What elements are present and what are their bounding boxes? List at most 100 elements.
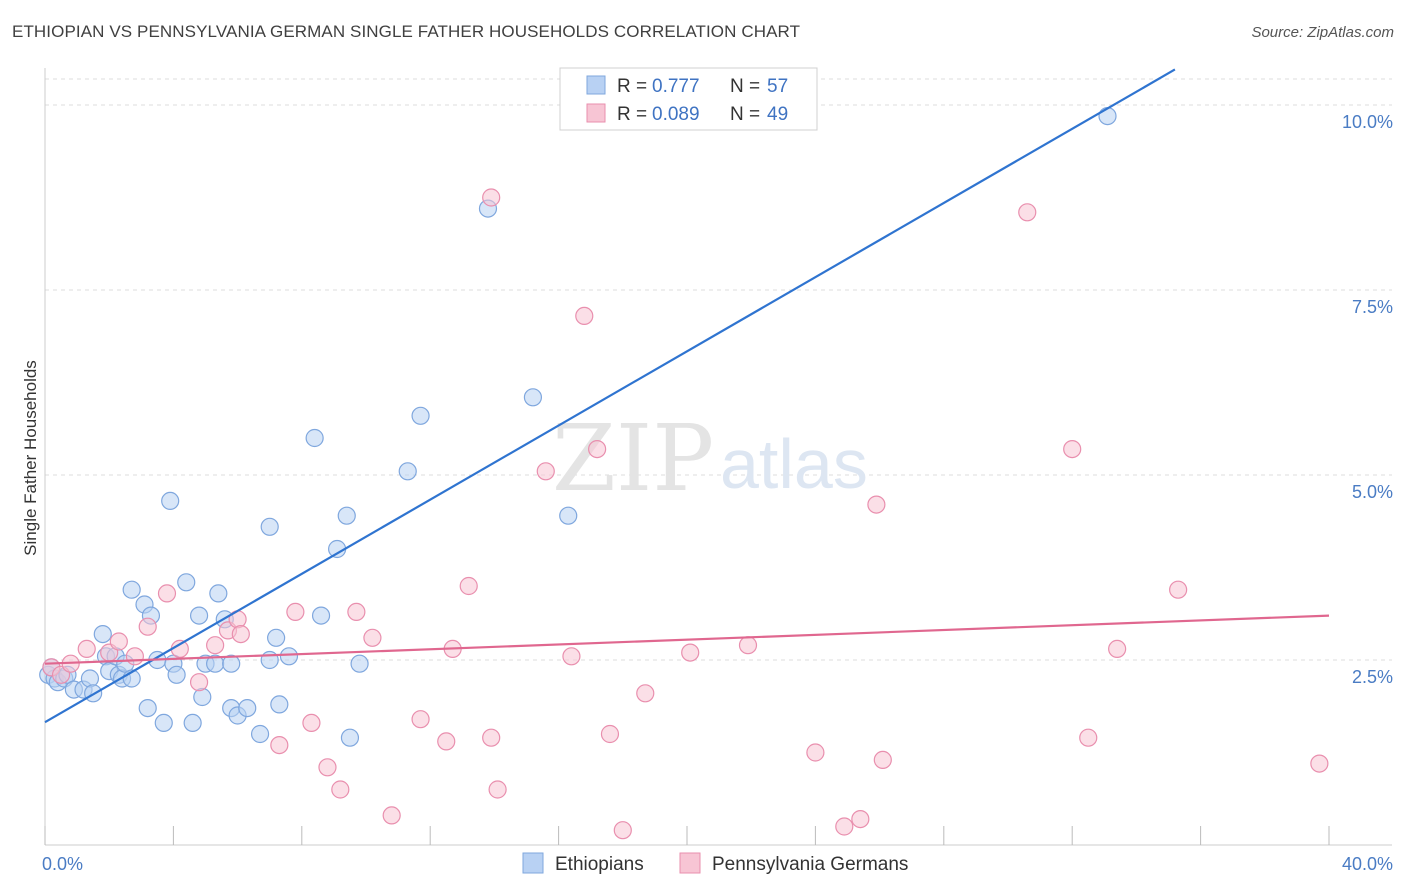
point-ethiopians-26 (177, 573, 196, 592)
point-ethiopians-53 (523, 388, 543, 407)
legend-swatch-ethiopians (522, 852, 544, 874)
point-pennsylvania-germans-45 (1063, 440, 1082, 459)
watermark: ZIP atlas (552, 405, 868, 512)
point-pennsylvania-germans-3 (77, 639, 96, 659)
stats-r-label-ethiopians: R = (617, 76, 647, 97)
point-ethiopians-50 (398, 462, 417, 481)
point-pennsylvania-germans-5 (109, 632, 128, 651)
point-pennsylvania-germans-31 (562, 647, 581, 666)
point-ethiopians-39 (260, 517, 279, 536)
point-ethiopians-19 (138, 698, 157, 718)
stats-n-value-pennsylvania-germans: 49 (767, 104, 788, 125)
point-pennsylvania-germans-32 (575, 306, 594, 325)
watermark-zip: ZIP (552, 405, 714, 512)
point-ethiopians-49 (350, 654, 369, 673)
legend: Ethiopians Pennsylvania Germans (522, 852, 908, 875)
point-ethiopians-23 (161, 491, 180, 510)
point-pennsylvania-germans-43 (873, 750, 892, 770)
trendline-ethiopians (44, 68, 1176, 724)
x-tick-label-1: 40.0% (1342, 854, 1393, 874)
point-pennsylvania-germans-47 (1108, 639, 1127, 659)
point-pennsylvania-germans-14 (231, 624, 250, 644)
watermark-atlas: atlas (720, 425, 868, 503)
point-pennsylvania-germans-17 (302, 713, 321, 733)
y-axis-label: Single Father Households (21, 360, 40, 556)
point-ethiopians-41 (270, 695, 289, 714)
point-pennsylvania-germans-37 (681, 643, 700, 662)
point-pennsylvania-germans-27 (482, 728, 501, 747)
point-pennsylvania-germans-26 (459, 576, 478, 596)
point-pennsylvania-germans-8 (157, 584, 177, 603)
point-ethiopians-55 (1098, 106, 1117, 126)
point-pennsylvania-germans-24 (437, 732, 456, 751)
point-ethiopians-7 (80, 669, 100, 688)
point-pennsylvania-germans-39 (806, 743, 825, 762)
point-pennsylvania-germans-33 (588, 440, 607, 459)
point-pennsylvania-germans-46 (1079, 728, 1098, 747)
point-pennsylvania-germans-48 (1169, 580, 1188, 599)
point-ethiopians-44 (305, 428, 324, 448)
legend-swatch-pennsylvania-germans (679, 852, 701, 874)
stats-swatch-pennsylvania-germans (586, 103, 606, 123)
point-ethiopians-34 (222, 654, 241, 673)
y-tick-label-1: 5.0% (1352, 482, 1393, 502)
point-pennsylvania-germans-21 (363, 628, 382, 647)
point-ethiopians-40 (267, 628, 286, 647)
point-pennsylvania-germans-6 (125, 647, 144, 666)
tick-label-layer: 2.5% 5.0% 7.5% 10.0% 0.0% 40.0% (42, 112, 1393, 874)
point-pennsylvania-germans-35 (613, 821, 632, 840)
stats-swatch-ethiopians (586, 75, 606, 95)
points-layer (39, 106, 1329, 840)
source-credit: Source: ZipAtlas.com (1251, 24, 1394, 41)
point-pennsylvania-germans-18 (318, 758, 337, 777)
point-ethiopians-25 (167, 665, 186, 684)
point-pennsylvania-germans-44 (1018, 203, 1037, 222)
point-pennsylvania-germans-38 (738, 636, 758, 655)
point-ethiopians-29 (193, 687, 212, 707)
point-pennsylvania-germans-30 (536, 462, 555, 481)
point-pennsylvania-germans-49 (1310, 754, 1329, 773)
point-ethiopians-32 (209, 584, 228, 603)
point-pennsylvania-germans-19 (331, 780, 350, 799)
stats-box: R = 0.777 N = 57 R = 0.089 N = 49 (559, 67, 818, 131)
stats-r-label-pennsylvania-germans: R = (617, 104, 647, 125)
point-ethiopians-37 (238, 698, 257, 718)
point-pennsylvania-germans-15 (270, 735, 289, 755)
point-ethiopians-48 (340, 728, 360, 747)
point-pennsylvania-germans-7 (138, 617, 157, 636)
stats-n-label-ethiopians: N = (730, 76, 760, 97)
grid-layer (45, 78, 1392, 661)
chart-title: ETHIOPIAN VS PENNSYLVANIA GERMAN SINGLE … (12, 22, 801, 41)
trend-layer (44, 68, 1330, 724)
point-ethiopians-22 (154, 713, 173, 733)
point-pennsylvania-germans-16 (286, 602, 305, 622)
point-pennsylvania-germans-36 (636, 684, 655, 703)
point-pennsylvania-germans-41 (851, 809, 870, 829)
point-ethiopians-28 (189, 606, 209, 625)
legend-label-pennsylvania-germans: Pennsylvania Germans (712, 854, 908, 875)
y-tick-label-2: 7.5% (1352, 297, 1393, 317)
point-ethiopians-47 (337, 506, 356, 525)
point-pennsylvania-germans-40 (835, 817, 854, 836)
stats-n-label-pennsylvania-germans: N = (730, 104, 760, 125)
stats-r-value-pennsylvania-germans: 0.089 (652, 104, 700, 125)
point-ethiopians-54 (559, 506, 578, 525)
point-ethiopians-17 (122, 580, 141, 599)
point-pennsylvania-germans-20 (347, 602, 366, 622)
point-ethiopians-38 (250, 724, 270, 744)
point-pennsylvania-germans-11 (206, 636, 225, 655)
point-ethiopians-42 (279, 647, 299, 666)
stats-n-value-ethiopians: 57 (767, 76, 788, 97)
point-pennsylvania-germans-23 (411, 710, 430, 729)
point-pennsylvania-germans-10 (189, 673, 209, 692)
point-ethiopians-45 (311, 606, 331, 625)
stats-r-value-ethiopians: 0.777 (652, 76, 700, 97)
legend-label-ethiopians: Ethiopians (555, 854, 644, 875)
point-pennsylvania-germans-22 (382, 806, 401, 825)
point-ethiopians-27 (183, 713, 202, 733)
point-pennsylvania-germans-29 (488, 780, 507, 799)
y-tick-label-3: 10.0% (1342, 112, 1393, 132)
point-pennsylvania-germans-42 (867, 495, 886, 514)
x-tick-label-0: 0.0% (42, 854, 83, 874)
